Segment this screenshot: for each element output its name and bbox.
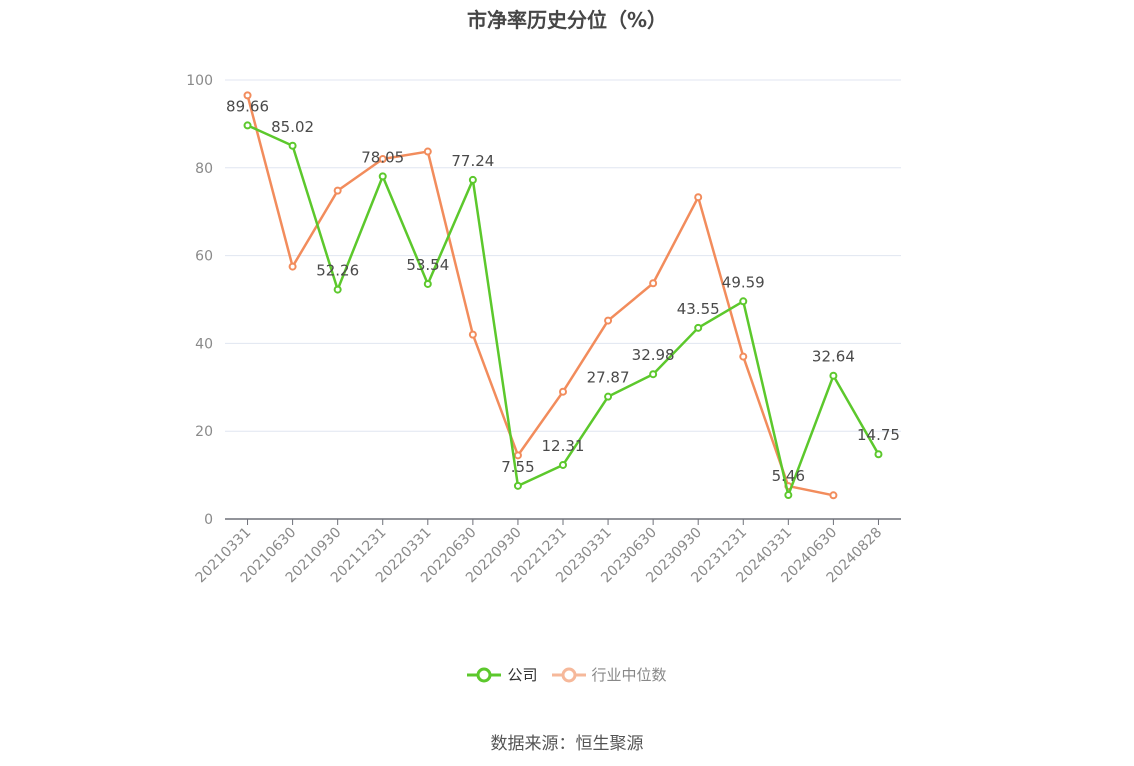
data-point-1 [604,316,613,325]
data-point-1 [288,262,297,271]
data-label: 43.55 [677,300,720,318]
chart-title: 市净率历史分位（%） [466,8,668,32]
data-label: 32.64 [812,348,855,366]
source-text: 数据来源：恒生聚源 [490,734,644,754]
y-tick-label: 20 [195,424,213,440]
data-point-0 [423,279,432,288]
data-point-0 [468,175,477,184]
data-point-0 [874,450,883,459]
data-point-0 [694,323,703,332]
data-point-0 [378,172,387,181]
data-point-0 [649,370,658,379]
data-point-0 [559,460,567,469]
data-label: 32.98 [632,346,675,364]
data-point-1 [378,155,387,164]
data-label: 27.87 [587,369,630,387]
grid-lines [225,79,901,432]
data-label: 89.66 [226,97,269,115]
y-tick-label: 0 [204,512,213,528]
y-tick-label: 80 [195,161,213,177]
data-point-0 [604,392,613,401]
data-point-0 [243,121,252,130]
legend-item-company[interactable]: 公司 [467,664,538,685]
data-label: 53.54 [406,256,449,274]
y-tick-label: 40 [195,336,213,352]
data-label: 85.02 [271,118,314,136]
data-label: 12.31 [542,437,585,455]
data-label: 52.26 [316,262,359,280]
data-point-0 [784,491,793,500]
data-point-1 [829,491,838,500]
y-tick-label: 100 [186,73,213,89]
data-label: 5.46 [772,467,805,485]
data-point-0 [288,141,297,150]
legend-company-label: 公司 [507,666,538,684]
legend-company-icon [467,667,502,682]
data-label: 78.05 [361,148,404,166]
data-point-1 [694,193,703,202]
data-point-1 [333,186,342,195]
y-tick-label: 60 [195,249,213,265]
series-line-1 [246,95,834,497]
data-point-1 [513,451,522,460]
data-label: 14.75 [857,426,900,444]
data-point-0 [829,371,838,380]
series-layer [243,91,883,500]
data-point-1 [423,147,432,156]
data-point-0 [739,297,748,306]
data-point-0 [333,285,342,294]
legend-industry-label: 行业中位数 [591,666,667,684]
legend-item-industry[interactable]: 行业中位数 [551,664,667,685]
data-label: 49.59 [722,273,765,291]
data-point-1 [649,279,658,288]
data-label: 77.24 [451,152,494,170]
data-point-0 [513,481,522,490]
chart-plot: 0204060801002021033120210630202109302021… [186,73,901,586]
legend: 公司 行业中位数 [0,664,1134,685]
data-point-1 [243,91,252,100]
data-point-1 [559,387,567,396]
data-point-1 [468,330,477,339]
legend-industry-icon [551,667,586,682]
data-label: 7.55 [501,458,534,476]
data-point-1 [739,352,748,361]
